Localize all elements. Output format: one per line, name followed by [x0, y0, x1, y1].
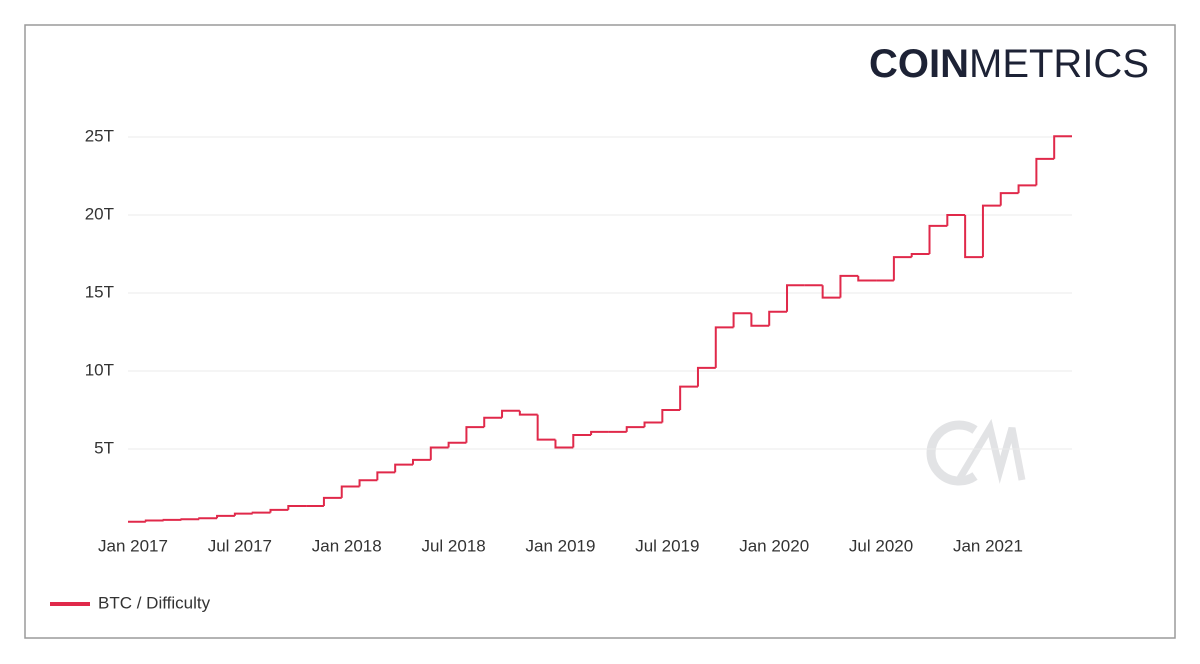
y-tick-label: 20T — [85, 204, 114, 223]
x-tick-label: Jan 2018 — [312, 536, 382, 555]
line-step — [144, 519, 164, 522]
line-step — [661, 409, 681, 423]
y-tick-label: 5T — [94, 438, 114, 457]
line-step — [928, 224, 948, 254]
line-step — [411, 458, 431, 465]
line-step — [839, 274, 859, 298]
line-step — [1035, 157, 1055, 186]
y-tick-label: 10T — [85, 360, 114, 379]
line-step — [572, 433, 592, 448]
line-step — [162, 518, 182, 521]
line-step — [821, 285, 841, 299]
line-step — [216, 514, 235, 519]
line-step — [768, 310, 788, 326]
x-tick-label: Jul 2020 — [849, 536, 913, 555]
line-step — [696, 366, 716, 387]
line-step — [518, 410, 538, 416]
line-step — [447, 441, 467, 448]
line-step — [999, 192, 1019, 206]
x-tick-label: Jan 2021 — [953, 536, 1023, 555]
line-step — [1017, 184, 1037, 194]
y-tick-label: 25T — [85, 126, 114, 145]
line-step — [180, 518, 200, 521]
line-step — [714, 326, 734, 368]
line-step — [590, 430, 609, 435]
y-tick-label: 15T — [85, 282, 114, 301]
line-step — [501, 409, 520, 418]
line-step — [536, 414, 556, 441]
line-step — [340, 485, 360, 498]
watermark — [926, 418, 1026, 486]
line-step — [394, 463, 413, 473]
x-tick-label: Jul 2018 — [421, 536, 485, 555]
x-tick-label: Jan 2019 — [525, 536, 595, 555]
line-step — [910, 253, 930, 258]
brand-light: METRICS — [969, 42, 1149, 86]
line-step — [483, 416, 503, 428]
frame — [24, 24, 1176, 639]
line-step — [750, 313, 770, 327]
line-step — [964, 215, 983, 259]
line-step — [946, 214, 966, 226]
legend-label: BTC / Difficulty — [98, 593, 211, 612]
line-step — [358, 479, 378, 487]
line-step — [465, 426, 485, 443]
line-step — [732, 312, 752, 328]
line-step — [679, 385, 698, 410]
line-step — [643, 421, 663, 428]
x-tick-label: Jul 2019 — [635, 536, 699, 555]
brand-logo: COINMETRICS — [869, 42, 1149, 86]
line-step — [322, 496, 342, 506]
line-step — [857, 275, 877, 282]
x-tick-label: Jul 2017 — [208, 536, 272, 555]
line-step — [786, 284, 805, 312]
line-step — [625, 426, 645, 432]
line-step — [1053, 135, 1072, 159]
line-step — [233, 512, 253, 516]
line-step — [287, 504, 307, 510]
line-step — [429, 446, 449, 460]
line-step — [892, 256, 912, 281]
line-step — [251, 511, 271, 514]
line-step — [269, 508, 289, 513]
x-tick-label: Jan 2017 — [98, 536, 168, 555]
line-step — [554, 439, 574, 449]
line-step — [981, 204, 1001, 258]
brand-bold: COIN — [869, 42, 969, 86]
line-step — [376, 471, 396, 481]
x-tick-label: Jan 2020 — [739, 536, 809, 555]
line-step — [198, 517, 218, 520]
